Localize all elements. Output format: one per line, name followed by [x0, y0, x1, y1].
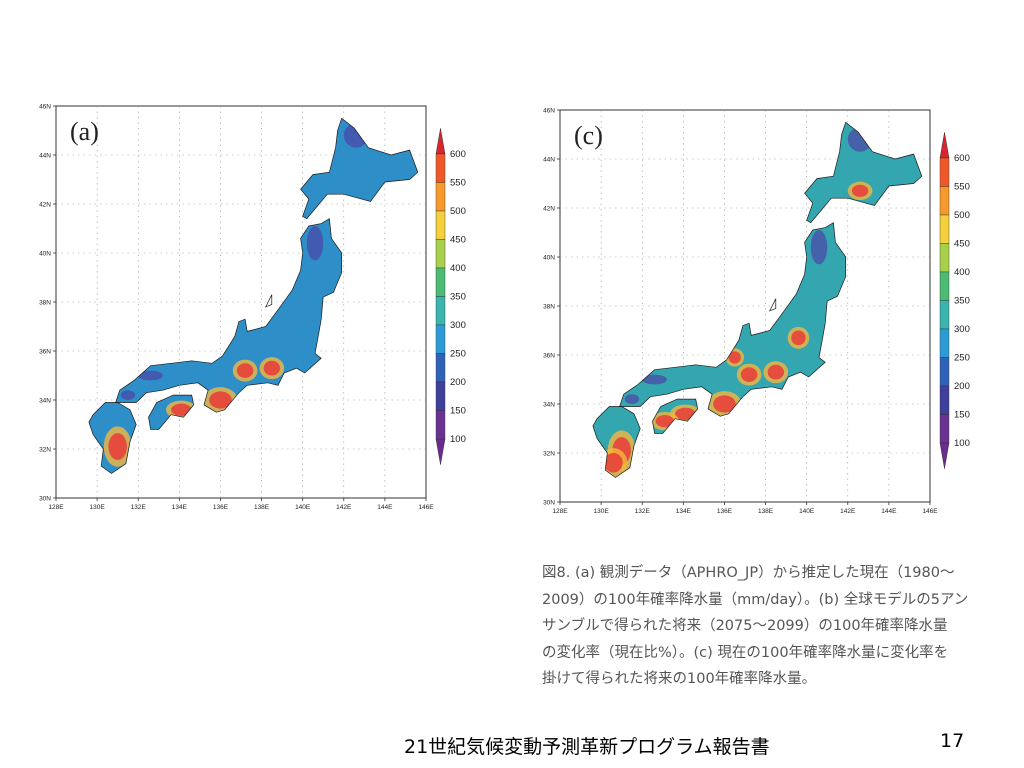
lat-tick-label: 36N [39, 349, 51, 356]
lat-tick-label: 38N [39, 300, 51, 307]
colorbar-label: 150 [954, 410, 970, 421]
colorbar-label: 500 [954, 210, 970, 221]
coastline [88, 402, 137, 474]
lat-tick-label: 46N [39, 104, 51, 111]
colorbar-label: 300 [954, 324, 970, 335]
lon-tick-label: 136E [717, 508, 733, 515]
lon-tick-label: 144E [881, 508, 897, 515]
lat-tick-label: 42N [39, 202, 51, 209]
lat-tick-label: 44N [543, 157, 555, 164]
colorbar-label: 300 [450, 320, 466, 331]
lon-tick-label: 136E [213, 504, 229, 511]
map-panel-c: 46N 44N 42N 40N 38N 36N 34N 32N 30N 128E 130E 132E 1… [526, 104, 970, 520]
lon-tick-label: 130E [594, 508, 610, 515]
lat-tick-label: 44N [39, 153, 51, 160]
colorbar-label: 100 [450, 434, 466, 445]
colorbar-label: 250 [954, 353, 970, 364]
lat-tick-label: 40N [39, 251, 51, 258]
report-title: 21世紀気候変動予測革新プログラム報告書 [404, 736, 770, 758]
lat-tick-label: 32N [543, 451, 555, 458]
colorbar-label: 450 [954, 239, 970, 250]
colorbar-label: 500 [450, 206, 466, 217]
coastline [804, 121, 923, 224]
caption-line-3: サンブルで得られた将来（2075〜2099）の100年確率降水量 [542, 618, 948, 634]
lon-tick-label: 132E [131, 504, 147, 511]
colorbar-label: 100 [954, 438, 970, 449]
lon-tick-label: 142E [336, 504, 352, 511]
lon-tick-label: 130E [90, 504, 106, 511]
caption-line-5: 掛けて得られた将来の100年確率降水量。 [542, 671, 817, 687]
colorbar-label: 550 [954, 182, 970, 193]
map-panel-a: 46N 44N 42N 40N 38N 36N 34N 32N 30N 128E 130E 132E 1… [22, 100, 466, 512]
precipitation-field [88, 118, 418, 474]
lat-tick-label: 38N [543, 304, 555, 311]
lon-tick-label: 144E [377, 504, 393, 511]
lon-tick-label: 134E [676, 508, 692, 515]
caption-line-2: 2009）の100年確率降水量（mm/day）。(b) 全球モデルの5アン [542, 591, 969, 608]
colorbar-label: 600 [954, 153, 970, 164]
lat-tick-label: 36N [543, 353, 555, 360]
lon-tick-label: 140E [295, 504, 311, 511]
lon-tick-label: 128E [48, 504, 64, 511]
colorbar-label: 550 [450, 178, 466, 189]
coastline [264, 294, 273, 308]
colorbar-label: 450 [450, 235, 466, 246]
coastline [148, 394, 195, 430]
colorbar-label: 250 [450, 349, 466, 360]
lon-tick-label: 134E [172, 504, 188, 511]
colorbar-label: 200 [450, 377, 466, 388]
coastline [652, 398, 699, 434]
lon-tick-label: 146E [922, 508, 938, 515]
lat-tick-label: 32N [39, 447, 51, 454]
coastline [300, 117, 419, 220]
panel-label: (a) [70, 117, 99, 146]
lat-tick-label: 46N [543, 108, 555, 115]
lon-tick-label: 146E [418, 504, 434, 511]
lat-tick-label: 34N [39, 398, 51, 405]
page-number: 17 [940, 730, 965, 752]
lat-tick-label: 40N [543, 255, 555, 262]
colorbar-label: 600 [450, 149, 466, 160]
colorbar-label: 350 [450, 292, 466, 303]
coastline [768, 298, 777, 312]
lat-tick-label: 30N [543, 500, 555, 507]
lat-tick-label: 42N [543, 206, 555, 213]
panel-label: (c) [574, 121, 603, 150]
figure-caption: 図8. (a) 観測データ（APHRO_JP）から推定した現在（1980〜 20… [542, 560, 992, 693]
lon-tick-label: 128E [552, 508, 568, 515]
lon-tick-label: 138E [758, 508, 774, 515]
caption-line-1: 図8. (a) 観測データ（APHRO_JP）から推定した現在（1980〜 [542, 565, 955, 581]
colorbar-label: 200 [954, 381, 970, 392]
coastline [115, 218, 343, 413]
colorbar [939, 132, 950, 469]
lat-tick-label: 30N [39, 496, 51, 503]
colorbar-label: 400 [450, 263, 466, 274]
lon-tick-label: 142E [840, 508, 856, 515]
coastline [619, 222, 847, 417]
caption-line-4: の変化率（現在比%）。(c) 現在の100年確率降水量に変化率を [542, 644, 949, 661]
lon-tick-label: 138E [254, 504, 270, 511]
colorbar-label: 350 [954, 296, 970, 307]
coastline [592, 406, 641, 478]
colorbar [435, 128, 446, 465]
colorbar-label: 400 [954, 267, 970, 278]
lat-tick-label: 34N [543, 402, 555, 409]
lon-tick-label: 132E [635, 508, 651, 515]
colorbar-label: 150 [450, 406, 466, 417]
lon-tick-label: 140E [799, 508, 815, 515]
